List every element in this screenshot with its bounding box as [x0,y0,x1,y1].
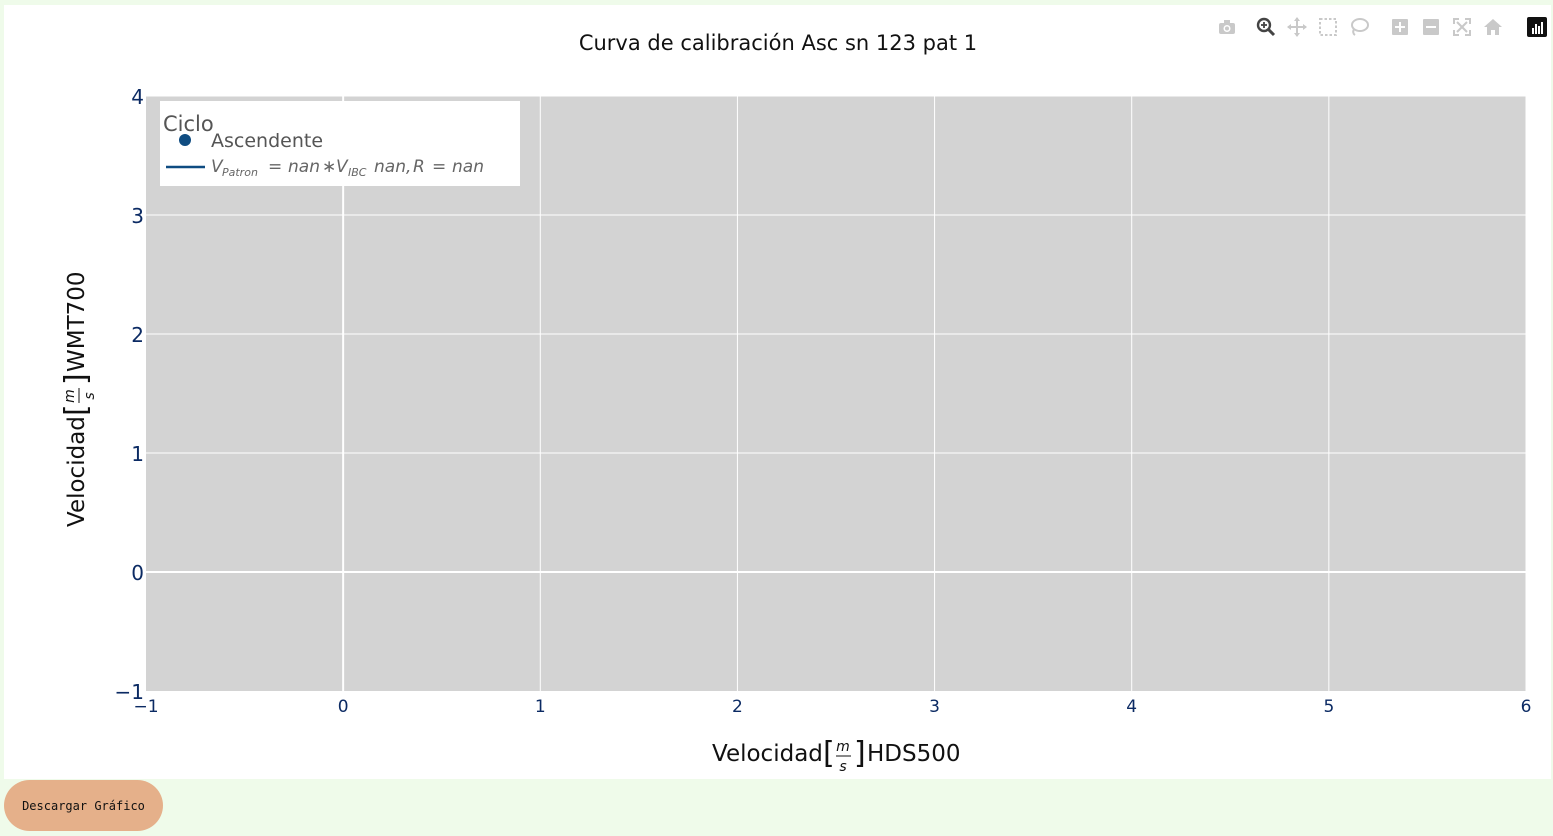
legend-box [160,101,520,186]
plot-area[interactable] [146,95,1527,691]
svg-text:nan: nan [288,157,320,177]
x-tick-label: −1 [133,697,158,717]
x-tick-label: 0 [338,697,349,717]
camera-icon[interactable] [1214,15,1240,39]
y-tick-label: 1 [131,442,144,466]
svg-text:s: s [82,392,98,399]
svg-text:s: s [839,759,846,775]
svg-text:=: = [432,157,446,177]
autoscale-icon[interactable] [1449,15,1475,39]
chart-title: Curva de calibración Asc sn 123 pat 1 [579,31,977,55]
x-tick-label: 1 [535,697,546,717]
y-axis-title: Velocidad [ m s ] WMT700 [59,271,98,527]
y-tick-label: 3 [131,204,144,228]
y-tick-label: 0 [131,561,144,585]
x-axis-title: Velocidad [ m s ] HDS500 [712,736,961,775]
svg-text:]: ] [854,736,866,771]
legend-label-fit-line: V Patron = nan ∗ V IBC nan, R = nan [211,157,484,179]
y-tick-label: −1 [115,680,144,704]
zoom-in-icon[interactable] [1387,15,1413,39]
plot-background [146,96,1526,691]
svg-text:∗: ∗ [322,157,336,177]
svg-text:Velocidad: Velocidad [712,741,823,767]
y-tick-label: 2 [131,323,144,347]
x-tick-label: 4 [1126,697,1137,717]
svg-text:V: V [211,157,224,177]
svg-text:Patron: Patron [222,166,258,179]
svg-text:m: m [836,739,850,755]
legend-marker-icon [179,134,191,146]
zoom-out-icon[interactable] [1418,15,1444,39]
chart[interactable]: −1 0 1 2 3 4 5 6 −1 0 1 2 3 4 Curva de calibración As… [4,5,1551,779]
axes: −1 0 1 2 3 4 5 6 −1 0 1 2 3 4 [115,85,1532,717]
svg-text:nan: nan [452,157,484,177]
svg-text:R: R [413,157,425,177]
x-tick-label: 6 [1521,697,1532,717]
svg-text:Velocidad: Velocidad [64,416,90,527]
box-select-icon[interactable] [1315,15,1341,39]
pan-icon[interactable] [1284,15,1310,39]
download-chart-button[interactable]: Descargar Gráfico [4,780,163,831]
svg-text:m: m [62,389,78,403]
zoom-icon[interactable] [1253,15,1279,39]
x-tick-label: 3 [929,697,940,717]
svg-text:V: V [336,157,349,177]
lasso-icon[interactable] [1346,15,1372,39]
svg-text:[: [ [59,404,94,416]
legend-item-fit-line[interactable]: V Patron = nan ∗ V IBC nan, R = nan [166,157,484,179]
plotly-logo-icon[interactable] [1527,17,1547,37]
x-tick-label: 5 [1323,697,1334,717]
svg-text:WMT700: WMT700 [64,271,90,372]
home-icon[interactable] [1480,15,1506,39]
legend-label-ascendente: Ascendente [211,130,323,152]
legend[interactable]: Ciclo Ascendente V Patron = nan ∗ V IBC … [160,101,520,186]
legend-title: Ciclo [163,112,214,136]
plot-card: −1 0 1 2 3 4 5 6 −1 0 1 2 3 4 Curva de calibración As… [4,5,1551,779]
svg-text:nan,: nan, [374,157,411,177]
svg-text:HDS500: HDS500 [867,741,961,767]
legend-item-ascendente[interactable]: Ascendente [179,130,323,152]
svg-text:[: [ [823,736,835,771]
modebar [1214,15,1511,39]
svg-text:IBC: IBC [348,166,367,179]
y-tick-label: 4 [131,85,144,109]
svg-text:]: ] [59,373,94,385]
x-tick-label: 2 [732,697,743,717]
svg-text:=: = [268,157,282,177]
